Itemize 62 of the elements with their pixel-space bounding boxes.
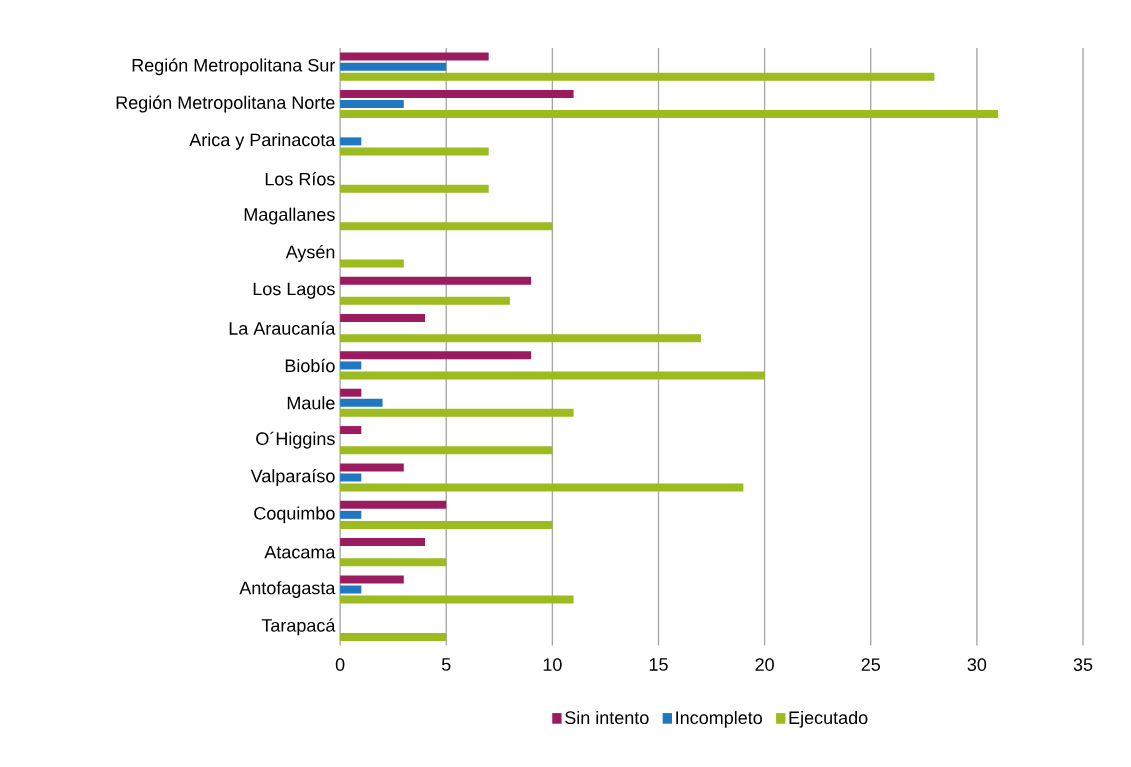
bar (340, 473, 362, 482)
legend-label: Sin intento (565, 710, 649, 725)
bar (340, 371, 765, 380)
y-tick-label: Atacama (264, 545, 336, 559)
y-tick-label: Arica y Parinacota (189, 133, 336, 150)
x-tick-label: 10 (543, 658, 562, 672)
bar (340, 426, 362, 435)
bar (340, 361, 362, 370)
bar (340, 595, 574, 604)
bar (340, 276, 532, 285)
bar (340, 137, 362, 146)
y-tick-label: Magallanes (244, 207, 335, 225)
bar (340, 296, 510, 305)
y-tick-label: Aysén (285, 244, 335, 262)
x-tick-label: 20 (755, 658, 774, 672)
bar (340, 62, 447, 71)
bar (340, 398, 383, 407)
y-tick-label: Los Lagos (253, 282, 335, 299)
legend-label: Incompleto (676, 710, 762, 728)
x-tick-label: 35 (1073, 658, 1093, 672)
y-tick-label: Coquimbo (254, 506, 335, 524)
bar (340, 538, 426, 547)
bar (340, 500, 447, 509)
bar (340, 314, 426, 323)
y-tick-label: Antofagasta (239, 581, 336, 598)
y-tick-label: Los Ríos (265, 172, 335, 186)
x-tick-label: 15 (649, 658, 668, 671)
y-tick-label: Maule (287, 396, 335, 410)
bar (340, 72, 935, 81)
bar (340, 510, 362, 519)
bar (340, 89, 574, 98)
bar (340, 585, 362, 594)
y-tick-label: O´Higgins (256, 431, 335, 449)
bar (340, 483, 744, 492)
y-tick-label: Valparaíso (250, 469, 335, 487)
bar (340, 334, 701, 343)
bar (340, 147, 489, 156)
bar (340, 351, 532, 360)
bar (340, 100, 404, 109)
bar (340, 110, 999, 119)
bar (340, 259, 404, 268)
y-tick-label: Región Metropolitana Sur (132, 58, 336, 76)
bar (340, 575, 404, 584)
x-tick-label: 30 (967, 658, 987, 672)
y-tick-label: La Araucanía (229, 321, 336, 335)
x-tick-label: 5 (441, 658, 451, 671)
bar (340, 388, 362, 397)
y-tick-label: Tarapacá (261, 618, 336, 636)
bar (340, 52, 489, 61)
bar (340, 632, 447, 641)
y-tick-label: Biobío (285, 358, 335, 373)
bar (340, 446, 553, 455)
bar (340, 463, 404, 472)
bar (340, 408, 574, 417)
bar (340, 520, 553, 529)
legend-label: Ejecutado (789, 710, 868, 728)
bar (340, 558, 447, 567)
x-tick-label: 0 (335, 658, 345, 672)
x-tick-label: 25 (861, 658, 880, 672)
y-tick-label: Región Metropolitana Norte (116, 95, 335, 113)
bar (340, 184, 489, 193)
bar (340, 222, 553, 231)
